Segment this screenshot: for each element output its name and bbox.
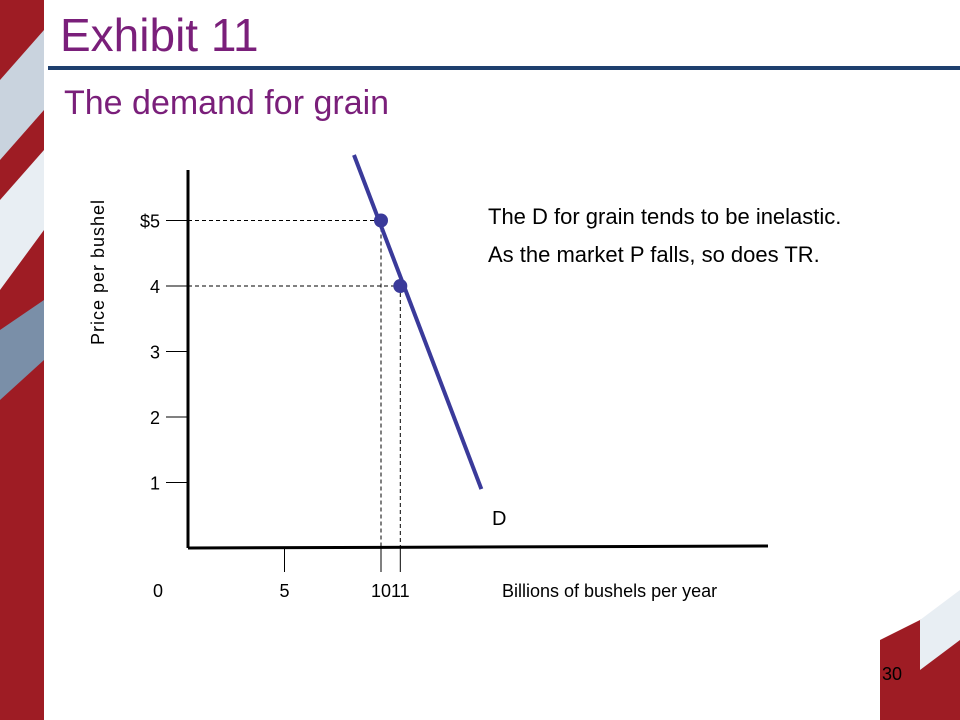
chart-series <box>352 154 484 490</box>
left-band-pattern <box>0 30 44 160</box>
x-tick-label: 11 <box>391 581 410 601</box>
page-number: 30 <box>882 664 903 684</box>
title-rule <box>48 66 960 70</box>
left-band-pattern <box>0 150 44 290</box>
y-tick-label: 2 <box>150 408 160 428</box>
chart-guide-lines <box>188 220 401 548</box>
chart-subtitle: The demand for grain <box>64 84 390 122</box>
demand-point-marker <box>374 213 388 228</box>
x-axis-line <box>187 544 769 550</box>
x-tick-label: 0 <box>153 581 163 601</box>
demand-curve <box>352 154 484 490</box>
y-tick-label: 4 <box>150 277 160 297</box>
y-tick-label: 3 <box>150 343 160 363</box>
demand-point-marker <box>393 279 408 293</box>
chart-annotation: The D for grain tends to be inelastic. <box>488 204 842 229</box>
y-tick-label: 1 <box>150 474 160 494</box>
x-tick-label: 5 <box>279 581 289 601</box>
y-axis-label: Price per bushel <box>88 199 108 345</box>
demand-curve-label: D <box>492 508 506 530</box>
corner-pattern <box>920 590 960 670</box>
exhibit-title: Exhibit 11 <box>60 9 259 61</box>
chart-annotation: As the market P falls, so does TR. <box>488 242 820 267</box>
left-band-pattern <box>0 300 44 400</box>
x-axis-label: Billions of bushels per year <box>502 581 717 601</box>
chart-axes <box>186 170 769 550</box>
y-tick-label: $5 <box>140 212 160 232</box>
x-tick-label: 10 <box>371 581 391 601</box>
chart-ticks: 1 2 3 4 $5 0 5 10 11 <box>140 212 410 602</box>
